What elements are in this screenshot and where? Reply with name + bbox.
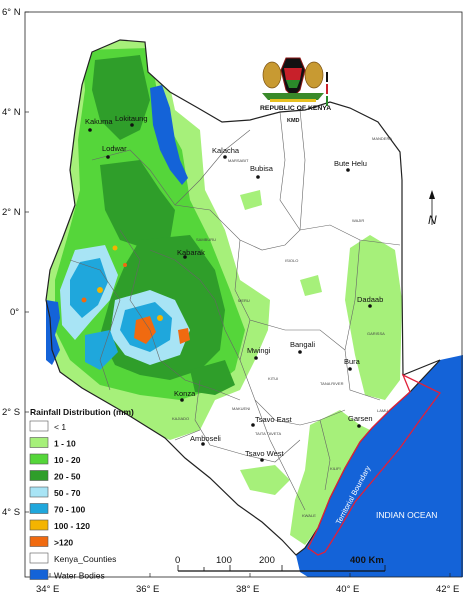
lat-label: 0°	[10, 307, 19, 318]
town-label: Tsavo West	[245, 449, 285, 458]
town-label: Bura	[344, 357, 361, 366]
svg-text:MAKUENI: MAKUENI	[232, 406, 250, 411]
svg-text:KAJIADO: KAJIADO	[172, 416, 189, 421]
county-boundaries	[69, 109, 401, 511]
longitude-axis: 34° E 36° E 38° E 40° E 42° E	[36, 573, 459, 595]
legend-swatch	[29, 486, 49, 498]
rainfall-field	[46, 40, 402, 545]
legend-label: 20 - 50	[54, 472, 81, 482]
legend-swatch	[29, 519, 49, 531]
north-arrow-icon: N	[428, 190, 437, 227]
svg-text:KWALE: KWALE	[302, 513, 316, 518]
scale-tick: 100	[216, 555, 232, 566]
svg-text:LAMU: LAMU	[377, 408, 388, 413]
legend-swatch	[29, 536, 49, 547]
lat-label: 2° S	[2, 407, 20, 418]
lat-label: 4° S	[2, 507, 20, 518]
town-label: Kakuma	[85, 117, 113, 126]
svg-text:MANDERA: MANDERA	[372, 136, 392, 141]
svg-text:TANA RIVER: TANA RIVER	[320, 381, 344, 386]
town-label: Amboseli	[190, 434, 221, 443]
svg-text:MERU: MERU	[238, 298, 250, 303]
territorial-boundary	[307, 373, 441, 556]
svg-text:GARISSA: GARISSA	[367, 331, 385, 336]
region-labels: MANDERA MARSABIT WAJIR ISIOLO GARISSA TA…	[172, 136, 392, 518]
town-label: Kabarak	[177, 248, 205, 257]
town-label: Mwingi	[247, 346, 271, 355]
svg-text:SAMBURU: SAMBURU	[196, 237, 216, 242]
town-label: Bangali	[290, 340, 315, 349]
lat-label: 4° N	[2, 107, 21, 118]
legend-swatch	[29, 552, 49, 564]
coat-of-arms	[262, 57, 328, 106]
towns: Lokitaung Kakuma Lodwar Kalacha Bubisa B…	[85, 114, 383, 462]
lat-label: 2° N	[2, 207, 21, 218]
lon-label: 42° E	[436, 584, 459, 595]
svg-text:MARSABIT: MARSABIT	[228, 158, 249, 163]
town-label: Kalacha	[212, 146, 240, 155]
legend-swatch	[29, 437, 49, 448]
legend-label: 50 - 70	[54, 488, 81, 498]
svg-text:WAJIR: WAJIR	[352, 218, 364, 223]
town-label: Tsavo East	[255, 415, 293, 424]
legend-label: 10 - 20	[54, 455, 81, 465]
scale-tick: 200	[259, 555, 275, 566]
town-label: Bubisa	[250, 164, 274, 173]
legend-label: 1 - 10	[54, 439, 76, 449]
legend-title: Rainfall Distribution (mm)	[30, 407, 134, 417]
legend-label: 100 - 120	[54, 521, 90, 531]
lon-label: 36° E	[136, 584, 159, 595]
town-label: Konza	[174, 389, 196, 398]
town-label: Garsen	[348, 414, 373, 423]
lake-turkana	[150, 85, 188, 185]
svg-text:KITUI: KITUI	[268, 376, 278, 381]
legend-label: 70 - 100	[54, 505, 85, 515]
legend-swatch	[29, 420, 49, 432]
lon-label: 40° E	[336, 584, 359, 595]
legend-label: >120	[54, 538, 73, 548]
scale-tick: 0	[175, 555, 180, 566]
latitude-axis: 6° N 4° N 2° N 0° 2° S 4° S	[2, 7, 29, 518]
legend-label: < 1	[54, 422, 66, 432]
town-label: Lodwar	[102, 144, 127, 153]
lon-label: 34° E	[36, 584, 59, 595]
scale-end-label: 400 Km	[350, 555, 384, 566]
lon-label: 38° E	[236, 584, 259, 595]
emblem-agency: KMD	[287, 118, 300, 124]
town-label: Lokitaung	[115, 114, 148, 123]
legend-label: Water Bodies	[54, 571, 105, 581]
legend-swatch	[29, 470, 49, 481]
legend-swatch	[29, 569, 49, 580]
indian-ocean	[296, 355, 463, 577]
lat-label: 6° N	[2, 7, 21, 18]
svg-text:TAITA TAVETA: TAITA TAVETA	[255, 431, 282, 436]
town-label: Dadaab	[357, 295, 383, 304]
north-label: N	[428, 213, 437, 227]
scale-bar: 0 100 200 400 Km	[175, 555, 386, 572]
legend: Rainfall Distribution (mm) < 1 1 - 10 10 -…	[29, 407, 134, 581]
emblem-caption: REPUBLIC OF KENYA	[260, 105, 331, 112]
town-label: Bute Helu	[334, 159, 367, 168]
map-frame	[24, 11, 463, 578]
legend-swatch	[29, 503, 49, 514]
legend-swatch	[29, 453, 49, 465]
ocean-label: INDIAN OCEAN	[376, 510, 437, 520]
svg-text:KILIFI: KILIFI	[330, 466, 341, 471]
legend-label: Kenya_Counties	[54, 554, 116, 564]
svg-text:ISIOLO: ISIOLO	[285, 258, 298, 263]
